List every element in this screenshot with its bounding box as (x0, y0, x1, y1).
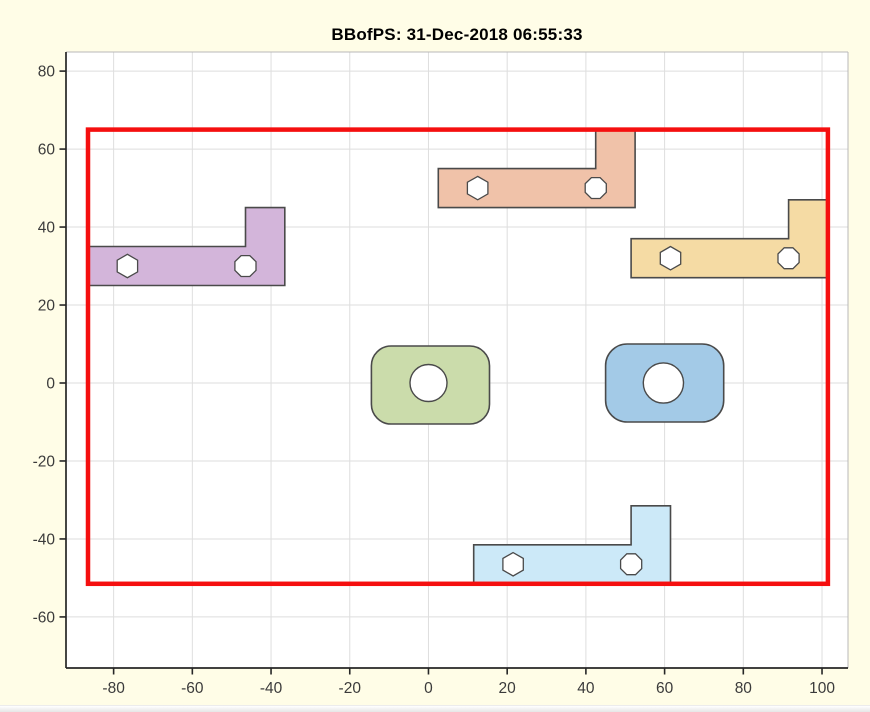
octagon-hole (619, 553, 643, 576)
y-tick-label: -60 (33, 609, 56, 626)
x-tick-label: 20 (499, 680, 517, 697)
x-tick-label: 40 (577, 680, 595, 697)
y-tick-label: -20 (33, 453, 56, 470)
circle-hole (409, 363, 448, 403)
hexagon-hole (466, 175, 489, 201)
y-tick-label: 60 (38, 142, 56, 159)
bounding-box-rect (85, 127, 831, 587)
x-tick-label: 0 (424, 680, 433, 697)
octagon-hole (234, 254, 257, 278)
y-tick-label: 0 (46, 376, 55, 393)
hexagon-hole (502, 551, 524, 577)
window-bottom-strip (0, 705, 870, 712)
hexagon-hole (116, 253, 139, 279)
x-tick-label: -40 (260, 680, 283, 697)
x-tick-label: 80 (735, 680, 753, 697)
x-tick-label: 60 (656, 680, 674, 697)
y-tick-label: 20 (38, 298, 56, 315)
hexagon-hole (659, 245, 682, 271)
octagon-hole (777, 247, 800, 270)
y-tick-label: 40 (38, 220, 56, 237)
octagon-hole (584, 176, 607, 200)
figure-title: BBofPS: 31-Dec-2018 06:55:33 (331, 25, 583, 44)
x-tick-label: -20 (339, 680, 362, 697)
circle-hole (642, 362, 685, 404)
x-tick-label: -80 (102, 680, 125, 697)
y-tick-label: 80 (38, 64, 56, 81)
x-tick-label: 100 (809, 680, 835, 697)
x-tick-label: -60 (181, 680, 204, 697)
y-tick-label: -40 (33, 531, 56, 548)
